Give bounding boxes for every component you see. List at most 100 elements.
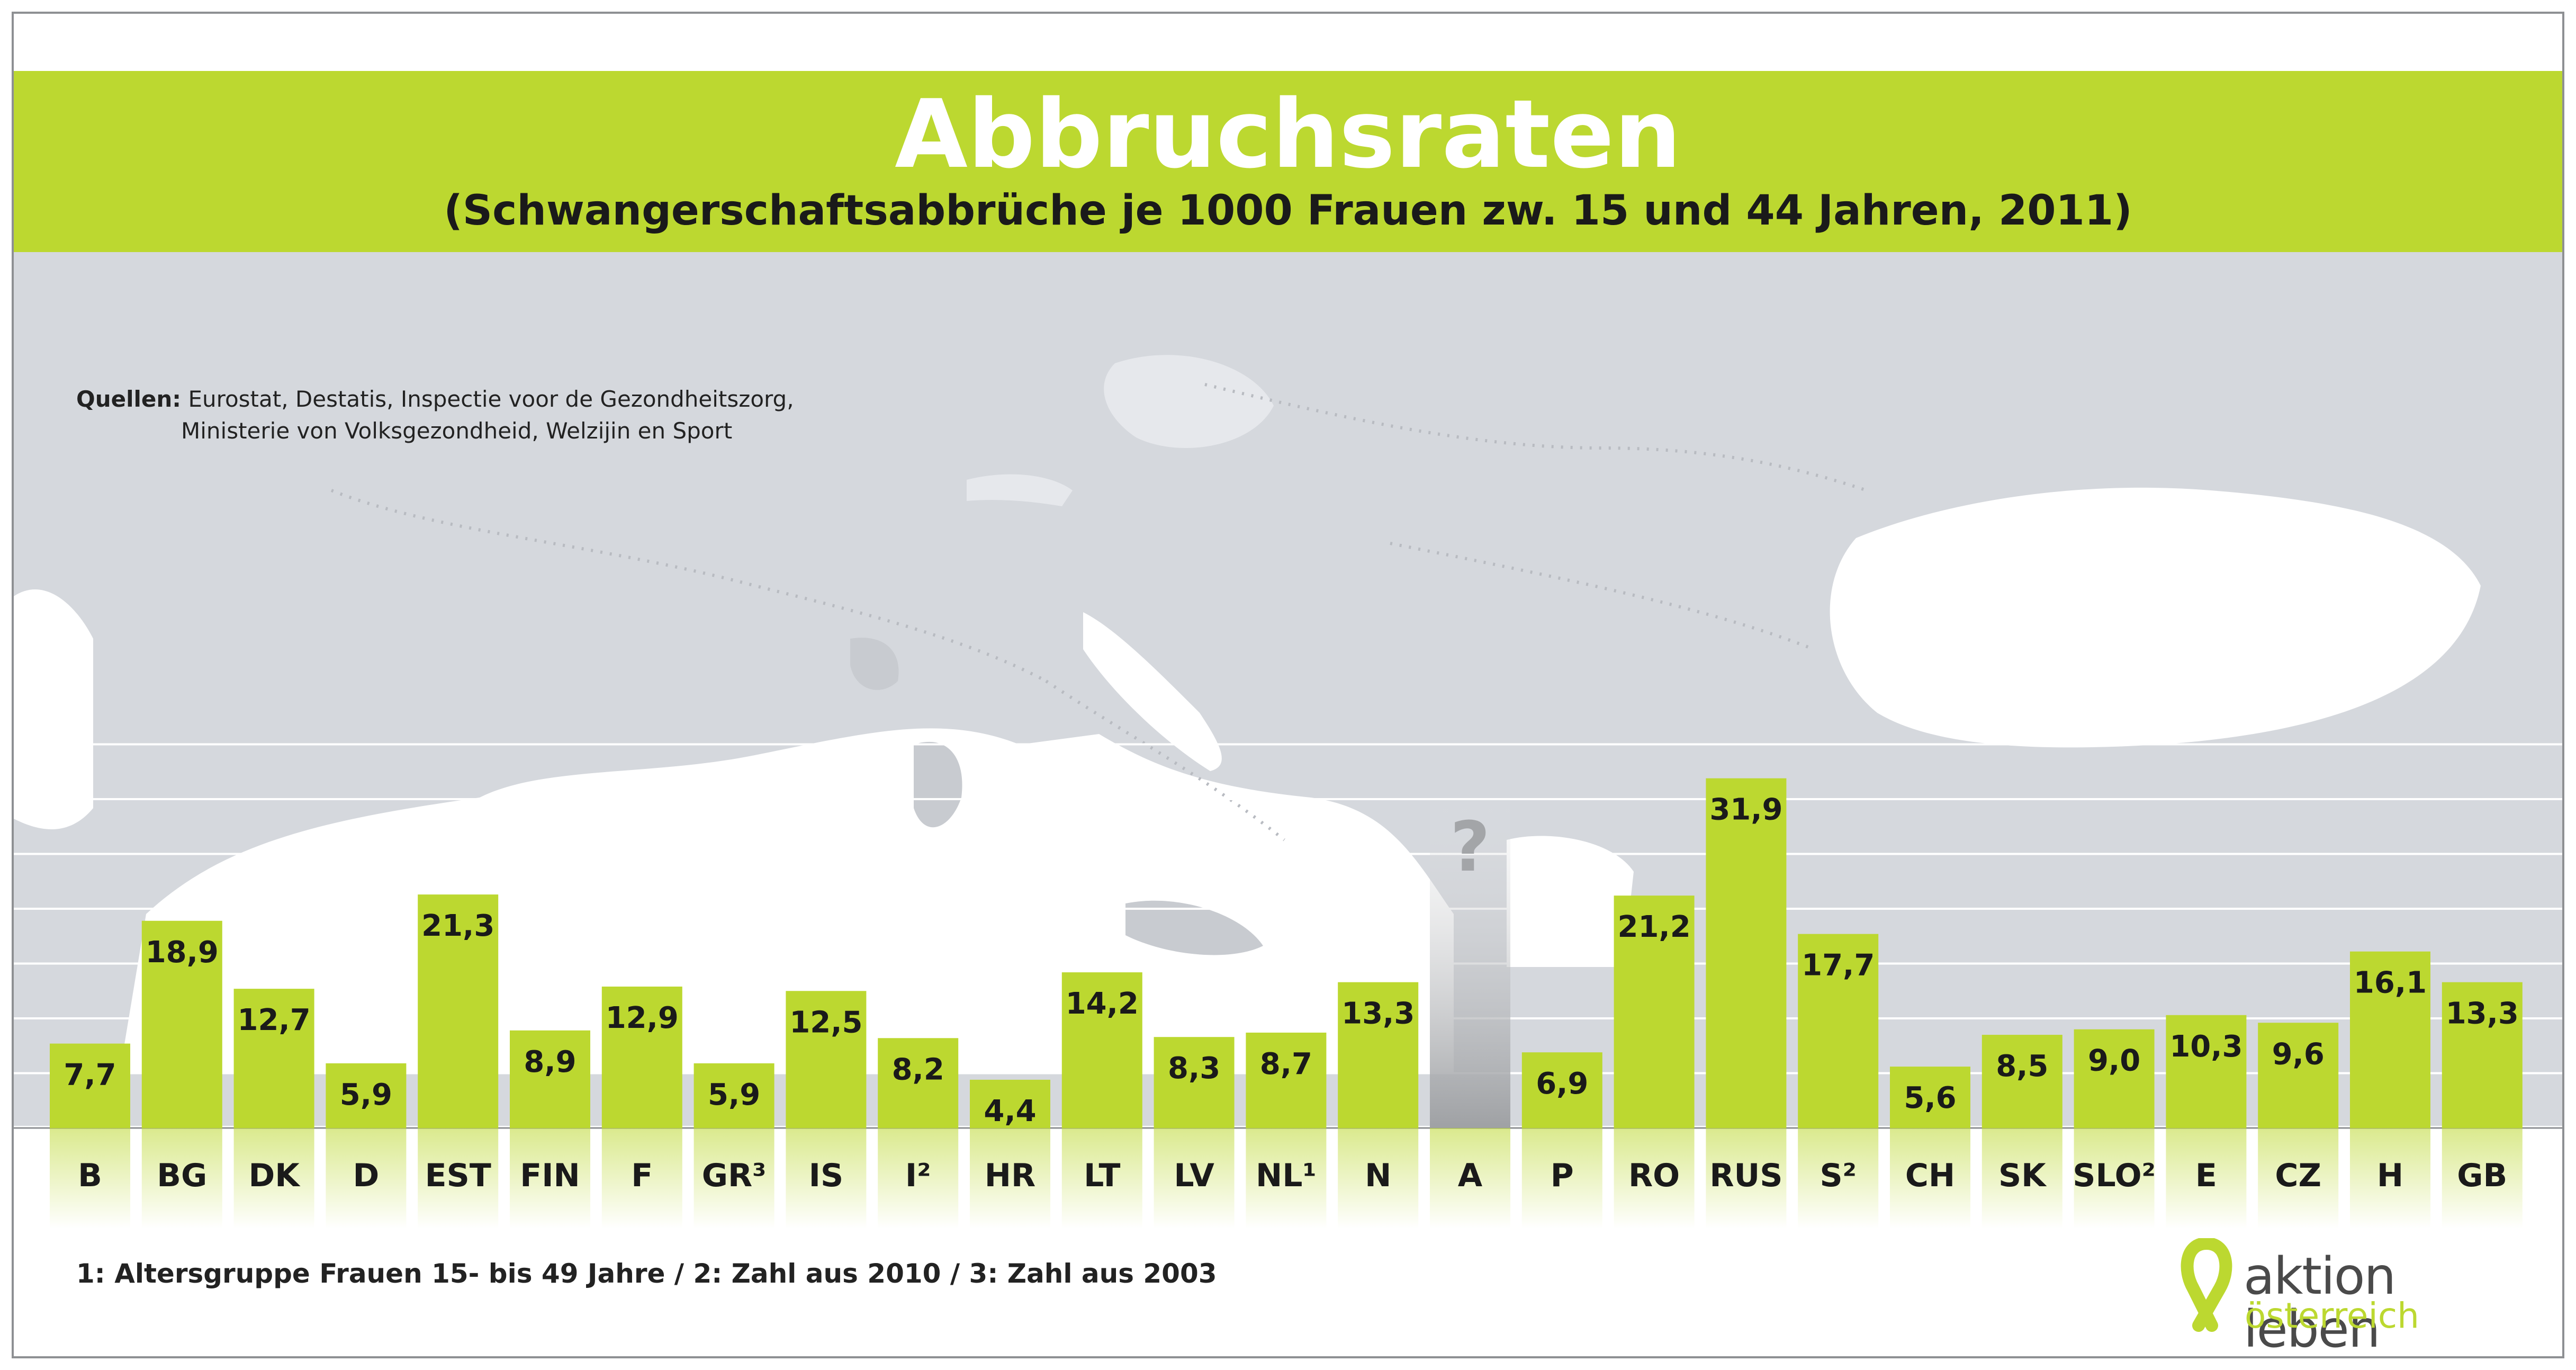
category-fade xyxy=(1246,1128,1327,1229)
bar xyxy=(418,894,499,1128)
value-label: 14,2 xyxy=(1066,987,1139,1021)
logo-country: österreich xyxy=(2245,1295,2419,1336)
bar xyxy=(233,989,314,1128)
bar xyxy=(693,1063,774,1128)
value-label: 21,2 xyxy=(1618,910,1691,944)
bar xyxy=(878,1038,959,1128)
category-fade xyxy=(1430,1128,1510,1229)
category-label: BG xyxy=(157,1157,207,1194)
bar xyxy=(141,920,222,1128)
bar xyxy=(2442,982,2523,1128)
aktion-leben-logo: aktion leben österreich xyxy=(2175,1238,2535,1356)
value-labels: 7,7 18,9 12,7 5,9 21,3 8,9 12,9 5,9 12,5 8,2 4,4 14… xyxy=(64,793,2518,1129)
sources-block: Quellen: Eurostat, Destatis, Inspectie v… xyxy=(76,383,794,447)
category-fade xyxy=(693,1128,774,1229)
category-label: GB xyxy=(2457,1157,2507,1194)
value-label: 12,9 xyxy=(606,1001,679,1035)
bar xyxy=(50,1043,130,1128)
value-label: 8,3 xyxy=(1168,1051,1220,1086)
title-banner xyxy=(14,71,2562,252)
category-label: CH xyxy=(1905,1157,1955,1194)
map-lake xyxy=(967,474,1073,506)
map-island xyxy=(1125,900,1263,955)
value-label: 5,6 xyxy=(1904,1081,1956,1115)
bar xyxy=(970,1079,1050,1128)
category-label: NL¹ xyxy=(1256,1157,1317,1194)
value-label: 18,9 xyxy=(146,935,219,970)
bar xyxy=(1154,1037,1235,1128)
bars xyxy=(50,778,2523,1229)
sources-label: Quellen: xyxy=(76,386,182,412)
value-label: 10,3 xyxy=(2169,1029,2242,1064)
bar xyxy=(601,986,682,1128)
frame: Abbruchsraten (Schwangerschaftsabbrüche … xyxy=(12,12,2564,1358)
category-label: B xyxy=(78,1157,102,1194)
value-label: 5,9 xyxy=(340,1078,392,1112)
sources-line1: Eurostat, Destatis, Inspectie voor de Ge… xyxy=(188,386,794,412)
category-label: HR xyxy=(985,1157,1035,1194)
category-label: CZ xyxy=(2275,1157,2321,1194)
category-label: F xyxy=(631,1157,653,1194)
value-label: 8,5 xyxy=(1996,1049,2048,1084)
category-fade xyxy=(1614,1128,1695,1229)
category-fade xyxy=(2258,1128,2339,1229)
category-fade xyxy=(1706,1128,1787,1229)
category-label: I² xyxy=(905,1157,931,1194)
category-label: SK xyxy=(1998,1157,2047,1194)
category-fade xyxy=(1338,1128,1419,1229)
category-label: LT xyxy=(1084,1157,1120,1194)
category-label: SLO² xyxy=(2073,1157,2156,1194)
awareness-ribbon-icon xyxy=(2181,1238,2232,1332)
value-label: 9,0 xyxy=(2088,1044,2140,1078)
value-label: 8,7 xyxy=(1260,1047,1312,1081)
value-label: 8,9 xyxy=(524,1045,576,1079)
value-label: 13,3 xyxy=(2446,997,2519,1031)
bar xyxy=(1890,1067,1970,1128)
chart-subtitle: (Schwangerschaftsabbrüche je 1000 Frauen… xyxy=(444,187,2132,235)
map-sea-adriatic xyxy=(1083,612,1222,771)
category-fade xyxy=(1154,1128,1235,1229)
bar xyxy=(2258,1023,2339,1128)
value-label: 7,7 xyxy=(64,1058,116,1093)
chart-title: Abbruchsraten xyxy=(895,79,1681,189)
category-fade xyxy=(1890,1128,1970,1229)
bar-chart: 7,7 18,9 12,7 5,9 21,3 8,9 12,9 5,9 12,5 8,2 4,4 14… xyxy=(14,743,2562,1229)
value-label: 17,7 xyxy=(1802,948,1875,983)
category-label: S² xyxy=(1820,1157,1857,1194)
bar xyxy=(510,1030,590,1128)
category-label: A xyxy=(1458,1157,1483,1194)
value-label-unknown: ? xyxy=(1450,807,1490,887)
bar xyxy=(1981,1035,2062,1128)
map-sea-aegean xyxy=(1507,836,1634,967)
value-label: 16,1 xyxy=(2354,966,2427,1000)
value-label: 8,2 xyxy=(892,1052,944,1087)
category-fade xyxy=(326,1128,407,1229)
category-fade xyxy=(1981,1128,2062,1229)
category-label: IS xyxy=(809,1157,844,1194)
bar xyxy=(1521,1052,1602,1128)
bar xyxy=(1338,982,1419,1128)
footnote: 1: Altersgruppe Frauen 15- bis 49 Jahre … xyxy=(76,1258,1217,1289)
value-label: 12,7 xyxy=(238,1003,311,1037)
category-fade xyxy=(2350,1128,2430,1229)
bar xyxy=(786,991,867,1128)
category-fade xyxy=(2074,1128,2155,1229)
value-label: 21,3 xyxy=(421,909,494,943)
map-lake xyxy=(1104,355,1274,448)
category-label: EST xyxy=(425,1157,491,1194)
category-label: GR³ xyxy=(702,1157,767,1194)
category-labels: B BG DK D EST FIN F GR³ IS I² HR LT LV NL¹ N A P RO RUS S² C… xyxy=(78,1157,2507,1194)
value-label: 31,9 xyxy=(1709,793,1782,827)
category-label: P xyxy=(1551,1157,1574,1194)
bar xyxy=(2350,951,2430,1128)
bar xyxy=(1061,972,1142,1128)
sources-line2: Ministerie von Volksgezondheid, Welzijin… xyxy=(181,418,733,444)
logo-name: aktion leben xyxy=(2244,1247,2396,1358)
category-fade xyxy=(50,1128,130,1229)
map-island xyxy=(850,638,899,690)
category-label: DK xyxy=(248,1157,301,1194)
value-label: 4,4 xyxy=(984,1094,1036,1129)
value-label: 6,9 xyxy=(1536,1067,1588,1101)
bar xyxy=(326,1063,407,1128)
